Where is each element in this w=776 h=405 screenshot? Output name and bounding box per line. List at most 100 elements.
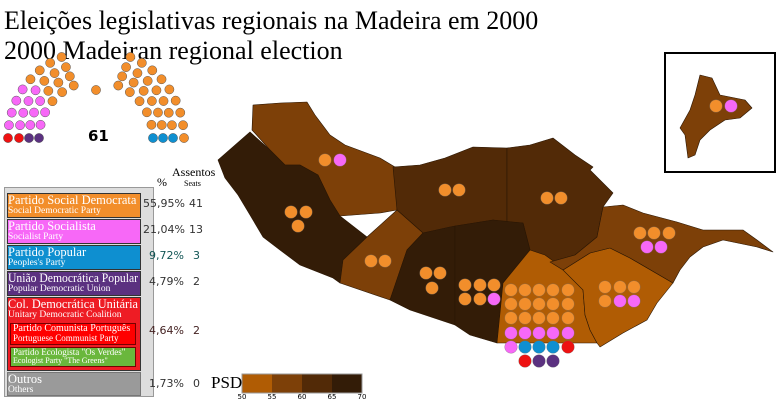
- seat-psd: [627, 280, 641, 294]
- seat-psd: [61, 62, 71, 72]
- scale-tick: 65: [327, 393, 337, 401]
- seat-ps: [640, 240, 654, 254]
- seat-pp: [158, 133, 168, 143]
- seat-psd: [518, 283, 532, 297]
- others-pct: 1,73%: [149, 377, 184, 390]
- legend-others: Outros Others: [7, 372, 141, 396]
- seat-ps: [30, 85, 41, 96]
- seat-psd: [318, 153, 332, 167]
- seat-ps: [654, 240, 668, 254]
- seat-pp: [518, 340, 532, 354]
- party-name-en: Ecologist Party "The Greens": [13, 356, 108, 365]
- seat-psd: [458, 292, 472, 306]
- seat-ps: [532, 326, 546, 340]
- seats-header-en: Seats: [184, 179, 201, 188]
- cdu-pct: 4,64%: [149, 324, 184, 337]
- seat-ps: [613, 294, 627, 308]
- party-name: Outros: [8, 372, 43, 386]
- seat-psd: [43, 86, 54, 96]
- seat-psd: [153, 107, 163, 118]
- seat-psd: [532, 297, 546, 311]
- seat-ps: [546, 326, 560, 340]
- scale-band: [302, 374, 332, 393]
- seat-psd: [138, 86, 149, 96]
- seat-psd: [504, 311, 518, 325]
- seat-cdu: [518, 354, 532, 368]
- seat-psd: [25, 74, 36, 85]
- seat-psd: [128, 77, 139, 88]
- legend-psd: Partido Social Democrata Social Democrati…: [7, 193, 141, 218]
- seat-psd: [39, 76, 50, 86]
- seat-psd: [284, 205, 298, 219]
- party-name-en: Others: [8, 384, 34, 395]
- party-name-en: Social Democratic Party: [8, 205, 101, 216]
- scale-label: PSD: [211, 373, 243, 392]
- seat-psd: [175, 107, 186, 118]
- seat-psd: [136, 58, 147, 68]
- seat-psd: [156, 74, 167, 85]
- seat-psd: [598, 280, 612, 294]
- total-seats: 61: [88, 127, 109, 145]
- seat-ps: [11, 95, 22, 106]
- seat-ps: [487, 292, 501, 306]
- scale-tick: 55: [267, 393, 277, 401]
- seat-ps: [23, 96, 34, 106]
- party-name: Partido Ecologista "Os Verdes": [13, 347, 126, 357]
- seat-ps: [504, 326, 518, 340]
- seat-psd: [709, 99, 723, 113]
- party-name: Partido Socialista: [8, 219, 96, 233]
- seat-psd: [473, 292, 487, 306]
- seat-psd: [518, 297, 532, 311]
- seat-ps: [40, 107, 50, 118]
- seat-psd: [504, 283, 518, 297]
- seat-pp: [546, 340, 560, 354]
- seat-psd: [178, 120, 188, 131]
- party-name: Partido Social Democrata: [8, 193, 137, 207]
- udp-seats: 2: [193, 275, 200, 288]
- seat-psd: [425, 281, 439, 295]
- seat-psd: [554, 191, 568, 205]
- seat-psd: [147, 65, 158, 76]
- seat-psd: [561, 311, 575, 325]
- seat-psd: [167, 120, 177, 131]
- cdu-seats: 2: [193, 324, 200, 337]
- pp-seats: 3: [193, 249, 200, 262]
- seat-udp: [532, 354, 546, 368]
- party-name-en: Socialist Party: [8, 231, 64, 242]
- seat-psd: [151, 85, 162, 96]
- seat-udp: [34, 133, 44, 143]
- porto-santo-inset-frame: [664, 52, 776, 173]
- seat-psd: [546, 297, 560, 311]
- seat-psd: [68, 80, 79, 91]
- legend-pp: Partido Popular Peoples's Party: [7, 245, 141, 270]
- seat-dots: [284, 99, 738, 368]
- seat-udp: [546, 354, 560, 368]
- others-seats: 0: [193, 377, 200, 390]
- psd-scale-bar: [241, 373, 363, 394]
- party-name-en: Popular Democratic Union: [8, 283, 111, 294]
- seat-ps: [35, 119, 46, 130]
- seat-psd: [124, 87, 135, 97]
- seat-pp: [148, 133, 158, 143]
- results-legend: Partido Social Democrata Social Democrati…: [4, 187, 154, 397]
- seat-psd: [504, 297, 518, 311]
- seat-psd: [56, 52, 67, 62]
- title-pt: Eleições legislativas regionais na Madei…: [4, 6, 539, 35]
- seat-psd: [433, 266, 447, 280]
- seat-psd: [132, 68, 143, 78]
- psd-seats: 41: [189, 197, 203, 210]
- seat-ps: [504, 340, 518, 354]
- party-name-en: Portuguese Communist Party: [13, 333, 119, 343]
- seat-pp: [532, 340, 546, 354]
- party-name: Col. Democrática Unitária: [8, 297, 139, 311]
- seat-psd: [158, 96, 169, 106]
- seat-psd: [613, 280, 627, 294]
- seat-psd: [561, 297, 575, 311]
- seat-ps: [25, 120, 36, 130]
- scale-tick: 60: [297, 393, 307, 401]
- seat-pp: [168, 133, 178, 143]
- legend-pcp: Partido Comunista Português Portuguese Co…: [10, 323, 136, 345]
- legend-cdu: Col. Democrática Unitária Unitary Democra…: [7, 297, 141, 371]
- seat-cdu: [561, 340, 575, 354]
